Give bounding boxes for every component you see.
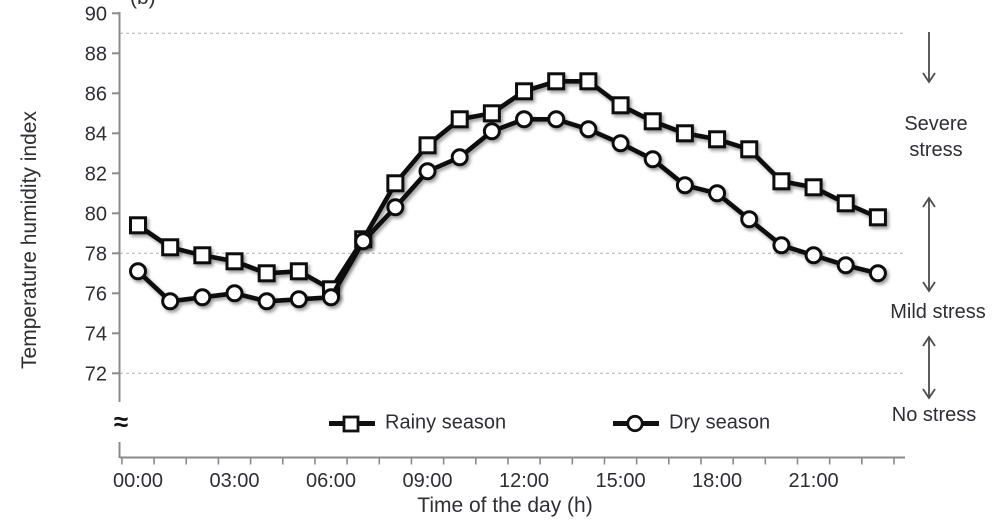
rainy-season-marker bbox=[868, 208, 887, 227]
rainy-season-marker bbox=[482, 104, 501, 123]
dry-season-marker bbox=[515, 110, 534, 129]
x-axis-title: Time of the day (h) bbox=[417, 494, 593, 517]
rainy-season-line bbox=[135, 79, 881, 292]
dry-season-marker bbox=[675, 176, 694, 195]
dry-season-line bbox=[135, 117, 881, 304]
rainy-season-marker bbox=[804, 178, 823, 197]
dry-season-marker bbox=[161, 292, 180, 311]
dry-season-marker bbox=[289, 290, 308, 309]
dry-season-marker bbox=[386, 198, 405, 217]
dry-season-marker bbox=[225, 284, 244, 303]
dry-season-marker bbox=[708, 184, 727, 203]
dry-season-marker bbox=[418, 162, 437, 181]
rainy-season-marker bbox=[740, 140, 759, 159]
x-tick-label: 18:00 bbox=[692, 470, 742, 492]
y-tick-label: 90 bbox=[85, 3, 107, 25]
dry-season-marker bbox=[482, 122, 501, 141]
mild-stress-range-arrow-icon bbox=[922, 196, 936, 293]
rainy-season-marker bbox=[515, 82, 534, 101]
y-tick-label: 84 bbox=[85, 123, 107, 145]
dry-season-marker bbox=[450, 148, 469, 167]
x-tick-label: 06:00 bbox=[306, 470, 356, 492]
rainy-season-marker bbox=[450, 110, 469, 129]
rainy-season-marker bbox=[386, 174, 405, 193]
rainy-season-marker bbox=[225, 252, 244, 271]
dry-season-marker bbox=[547, 110, 566, 129]
y-tick-label: 74 bbox=[85, 323, 107, 345]
x-tick-label: 00:00 bbox=[113, 470, 163, 492]
severe-stress-label: Severe stress bbox=[904, 113, 968, 161]
dry-season-marker bbox=[804, 246, 823, 265]
x-tick-label: 21:00 bbox=[789, 470, 839, 492]
legend-item-dry-season: Dry season bbox=[612, 412, 770, 435]
no-stress-range-arrow-icon bbox=[922, 335, 936, 400]
rainy-season-legend-marker-icon bbox=[329, 415, 375, 432]
dry-season-marker bbox=[868, 264, 887, 283]
stress-zone-arrows bbox=[922, 32, 936, 400]
dry-season-marker bbox=[193, 288, 212, 307]
rainy-season-marker bbox=[161, 238, 180, 257]
threshold-gridlines bbox=[120, 32, 904, 374]
y-tick-label: 78 bbox=[85, 243, 107, 265]
y-tick-label: 86 bbox=[85, 83, 107, 105]
panel-letter: (b) bbox=[130, 0, 156, 10]
dry-season-marker bbox=[257, 292, 276, 311]
axes: 90 88 86 84 82 80 78 76 74 72 00:00 03:00 06:00 09:00… bbox=[85, 3, 905, 492]
rainy-season-marker bbox=[193, 246, 212, 265]
dry-season-marker bbox=[611, 134, 630, 153]
rainy-season-marker bbox=[257, 264, 276, 283]
rainy-season-marker bbox=[289, 262, 308, 281]
y-tick-label: 82 bbox=[85, 163, 107, 185]
x-tick-label: 03:00 bbox=[209, 470, 259, 492]
y-tick-label: 72 bbox=[85, 363, 107, 385]
dry-season-marker bbox=[322, 288, 341, 307]
mild-stress-label: Mild stress bbox=[890, 301, 986, 323]
dry-season-series bbox=[129, 110, 887, 311]
legend-label-rainy-season: Rainy season bbox=[385, 411, 507, 434]
rainy-season-marker bbox=[418, 136, 437, 155]
rainy-season-marker bbox=[579, 72, 598, 91]
y-axis-title: Temperature humidity index bbox=[18, 111, 41, 369]
dry-season-marker bbox=[836, 256, 855, 275]
rainy-season-marker bbox=[772, 172, 791, 191]
no-stress-label: No stress bbox=[891, 404, 977, 426]
rainy-season-marker bbox=[708, 130, 727, 149]
dry-season-marker bbox=[643, 150, 662, 169]
y-tick-label: 88 bbox=[85, 43, 107, 65]
rainy-season-marker bbox=[547, 72, 566, 91]
y-tick-label: 76 bbox=[85, 283, 107, 305]
x-tick-label: 12:00 bbox=[499, 470, 549, 492]
x-tick-label: 09:00 bbox=[402, 470, 452, 492]
rainy-season-marker bbox=[675, 124, 694, 143]
dry-season-marker bbox=[740, 210, 759, 229]
dry-season-legend-marker-icon bbox=[613, 414, 659, 432]
legend-label-dry-season: Dry season bbox=[669, 411, 771, 434]
dry-season-marker bbox=[129, 262, 147, 281]
dry-season-marker bbox=[772, 236, 791, 255]
dry-season-marker bbox=[579, 120, 598, 139]
dry-season-marker bbox=[354, 232, 373, 251]
rainy-season-marker bbox=[129, 216, 147, 235]
data-series bbox=[129, 72, 887, 311]
rainy-season-series bbox=[129, 72, 887, 299]
x-tick-label: 15:00 bbox=[596, 470, 646, 492]
severe-stress-arrow-icon bbox=[922, 32, 936, 84]
rainy-season-marker bbox=[643, 112, 662, 131]
rainy-season-marker bbox=[836, 194, 855, 213]
rainy-season-marker bbox=[611, 96, 630, 115]
y-tick-label: 80 bbox=[85, 203, 107, 225]
legend-item-rainy-season: Rainy season bbox=[328, 412, 506, 435]
y-axis-break-symbol: ≈ bbox=[113, 406, 129, 437]
